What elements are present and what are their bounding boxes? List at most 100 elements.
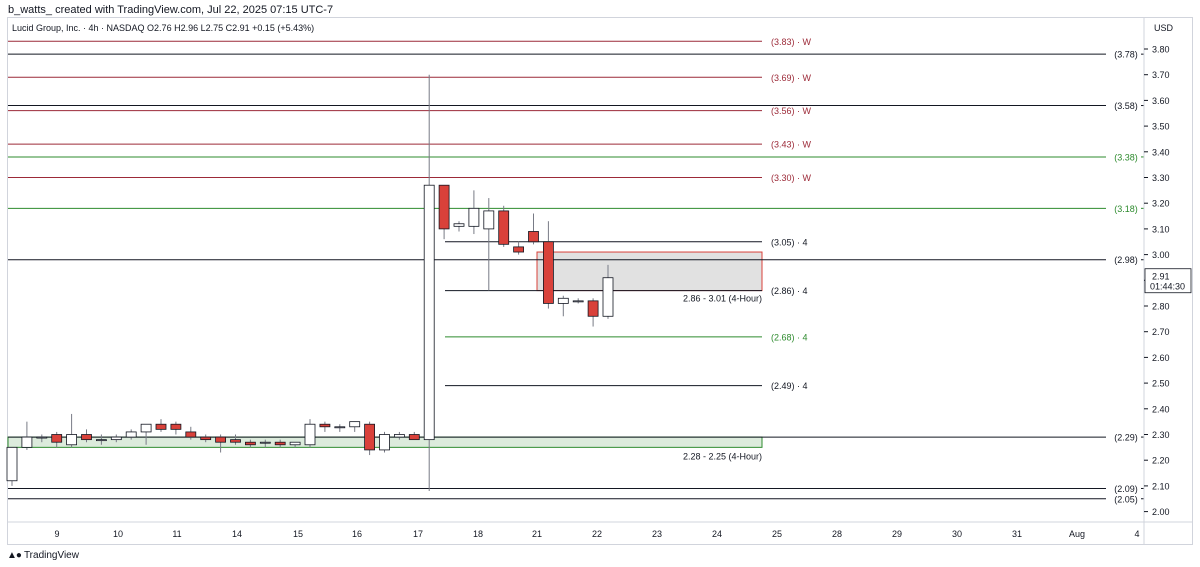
candle-body <box>96 439 107 442</box>
countdown-label: 01:44:30 <box>1150 282 1185 292</box>
weekly-level-label: (3.69) · W <box>771 73 812 83</box>
x-tick-label: 21 <box>532 529 542 539</box>
y-tick-label: 2.10 <box>1152 481 1170 491</box>
candle-body <box>513 246 524 253</box>
x-tick-label: 31 <box>1012 529 1022 539</box>
candle-body <box>364 423 376 451</box>
y-tick-label: 3.50 <box>1152 122 1170 132</box>
x-tick-label: 28 <box>832 529 842 539</box>
x-tick-label: Aug <box>1069 529 1085 539</box>
candle-body <box>423 184 435 441</box>
candle-body <box>215 436 227 443</box>
x-tick-label: 9 <box>54 529 59 539</box>
chart-frame <box>7 17 1193 545</box>
candle-body <box>468 207 480 227</box>
candle-body <box>453 223 465 227</box>
chart-attribution: b_watts_ created with TradingView.com, J… <box>8 4 334 16</box>
candle-body <box>289 441 301 446</box>
candle-body <box>6 446 18 482</box>
candle-body <box>170 423 182 430</box>
candle-body <box>81 434 92 441</box>
candle-body <box>185 431 197 438</box>
y-tick-label: 3.80 <box>1152 45 1170 55</box>
candle-body <box>393 434 405 438</box>
candle-body <box>408 434 420 441</box>
level-label: (2.98) <box>1114 255 1138 265</box>
y-tick-label: 3.00 <box>1152 250 1170 260</box>
fourhour-level-label: (3.05) · 4 <box>771 237 808 247</box>
candle-body <box>140 423 152 433</box>
candle-body <box>66 434 77 446</box>
fourhour-level-label: (2.86) · 4 <box>771 286 808 296</box>
candle-body <box>572 300 584 303</box>
candle-body <box>319 423 331 428</box>
candle-body <box>259 441 271 444</box>
x-tick-label: 15 <box>293 529 303 539</box>
candle-body <box>498 210 510 245</box>
y-tick-label: 2.40 <box>1152 404 1170 414</box>
x-tick-label: 11 <box>172 529 181 539</box>
level-label: (3.38) <box>1114 152 1138 162</box>
y-tick-label: 2.00 <box>1152 507 1170 517</box>
level-label: (2.09) <box>1114 484 1138 494</box>
candle-body <box>51 434 63 443</box>
x-tick-label: 25 <box>772 529 782 539</box>
candle-body <box>587 300 599 317</box>
candle-body <box>155 423 167 430</box>
x-tick-label: 4 <box>1134 529 1139 539</box>
y-tick-label: 3.10 <box>1152 224 1170 234</box>
level-label: (2.29) <box>1114 433 1138 443</box>
candle-body <box>230 439 241 443</box>
candle-body <box>304 423 316 446</box>
y-tick-label: 3.70 <box>1152 70 1170 80</box>
y-tick-label: 2.20 <box>1152 456 1170 466</box>
weekly-level-label: (3.83) · W <box>771 37 812 47</box>
x-tick-label: 30 <box>952 529 962 539</box>
current-price-label: 2.91 <box>1152 272 1170 282</box>
fourhour-level-label: (2.49) · 4 <box>771 381 808 391</box>
candle-body <box>274 441 286 446</box>
x-tick-label: 29 <box>892 529 902 539</box>
candle-body <box>110 436 122 441</box>
y-tick-label: 3.40 <box>1152 147 1170 157</box>
zone-label: 2.86 - 3.01 (4-Hour) <box>683 294 762 304</box>
candle-body <box>379 434 390 451</box>
candle-body <box>200 436 212 441</box>
x-tick-label: 23 <box>652 529 662 539</box>
footer-brand: TradingView <box>23 550 79 561</box>
currency-label: USD <box>1154 23 1174 33</box>
y-tick-label: 2.70 <box>1152 327 1170 337</box>
y-tick-label: 2.80 <box>1152 302 1170 312</box>
x-tick-label: 10 <box>113 529 123 539</box>
y-tick-label: 3.30 <box>1152 173 1170 183</box>
candle-body <box>543 241 554 304</box>
chart-title: Lucid Group, Inc. · 4h · NASDAQ O2.76 H2… <box>12 23 314 33</box>
x-tick-label: 18 <box>473 529 483 539</box>
x-tick-label: 22 <box>592 529 602 539</box>
y-tick-label: 3.60 <box>1152 96 1170 106</box>
x-tick-label: 24 <box>712 529 722 539</box>
x-tick-label: 14 <box>232 529 242 539</box>
level-label: (3.78) <box>1114 50 1138 60</box>
x-tick-label: 16 <box>352 529 362 539</box>
candle-body <box>21 436 33 448</box>
candle-body <box>125 431 137 438</box>
y-tick-label: 2.50 <box>1152 379 1170 389</box>
tradingview-logo-icon: ▲● <box>7 550 22 561</box>
candle-body <box>557 297 569 304</box>
candle-body <box>602 277 614 317</box>
candle-body <box>36 436 48 439</box>
candle-body <box>334 426 346 429</box>
candle-body <box>528 231 539 243</box>
candle-body <box>438 184 450 230</box>
candle-body <box>483 210 495 230</box>
level-label: (2.05) <box>1114 494 1138 504</box>
level-label: (3.18) <box>1114 204 1138 214</box>
level-label: (3.58) <box>1114 101 1138 111</box>
fourhour-level-label: (2.68) · 4 <box>771 332 808 342</box>
zone-box <box>536 251 763 292</box>
current-price-box <box>1144 268 1192 294</box>
weekly-level-label: (3.30) · W <box>771 173 812 183</box>
y-tick-label: 3.20 <box>1152 199 1170 209</box>
